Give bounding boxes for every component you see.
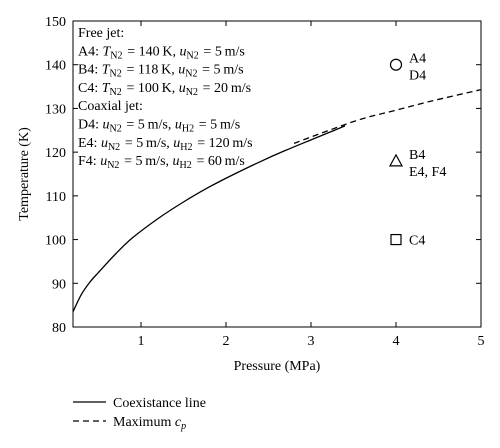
y-tick-label: 120: [45, 146, 66, 161]
y-tick-label: 150: [45, 15, 66, 30]
y-tick-label: 110: [46, 190, 66, 205]
marker-triangle: [388, 153, 404, 167]
free-jet-heading: Free jet:: [78, 26, 124, 41]
marker-label: C4: [409, 234, 425, 249]
max-cp-line: [293, 88, 482, 145]
marker-label: A4: [409, 52, 426, 67]
marker-label: D4: [409, 69, 426, 84]
x-tick-label: 5: [478, 334, 485, 349]
x-tick-label: 3: [308, 334, 315, 349]
coaxial-jet-case: F4: uN2 = 5 m/s, uH2 = 60 m/s: [78, 154, 245, 171]
y-tick-label: 90: [52, 277, 66, 292]
x-axis-label: Pressure (MPa): [234, 359, 321, 374]
y-tick-label: 140: [45, 59, 66, 74]
coaxial-jet-case: D4: uN2 = 5 m/s, uH2 = 5 m/s: [78, 118, 240, 135]
marker-label: E4, F4: [409, 165, 446, 180]
plot-frame: [72, 20, 482, 328]
free-jet-case: C4: TN2 = 100 K, uN2 = 20 m/s: [78, 81, 251, 98]
marker-square: [390, 233, 402, 246]
y-tick-label: 80: [52, 321, 66, 336]
y-axis-label: Temperature (K): [17, 127, 32, 221]
coaxial-jet-case: E4: uN2 = 5 m/s, uH2 = 120 m/s: [78, 136, 253, 153]
coaxial-jet-heading: Coaxial jet:: [78, 99, 143, 114]
y-tick-label: 100: [45, 234, 66, 249]
coexistence-line: [72, 125, 346, 312]
x-tick-label: 1: [138, 334, 145, 349]
legend-label: Coexistance line: [113, 396, 206, 411]
free-jet-case: B4: TN2 = 118 K, uN2 = 5 m/s: [78, 63, 244, 80]
free-jet-case: A4: TN2 = 140 K, uN2 = 5 m/s: [78, 44, 245, 61]
y-tick-label: 130: [45, 102, 66, 117]
marker-label: B4: [409, 148, 425, 163]
x-tick-label: 4: [393, 334, 400, 349]
x-tick-label: 2: [223, 334, 230, 349]
legend-label: Maximum cp: [113, 415, 186, 432]
marker-circle: [389, 58, 403, 71]
